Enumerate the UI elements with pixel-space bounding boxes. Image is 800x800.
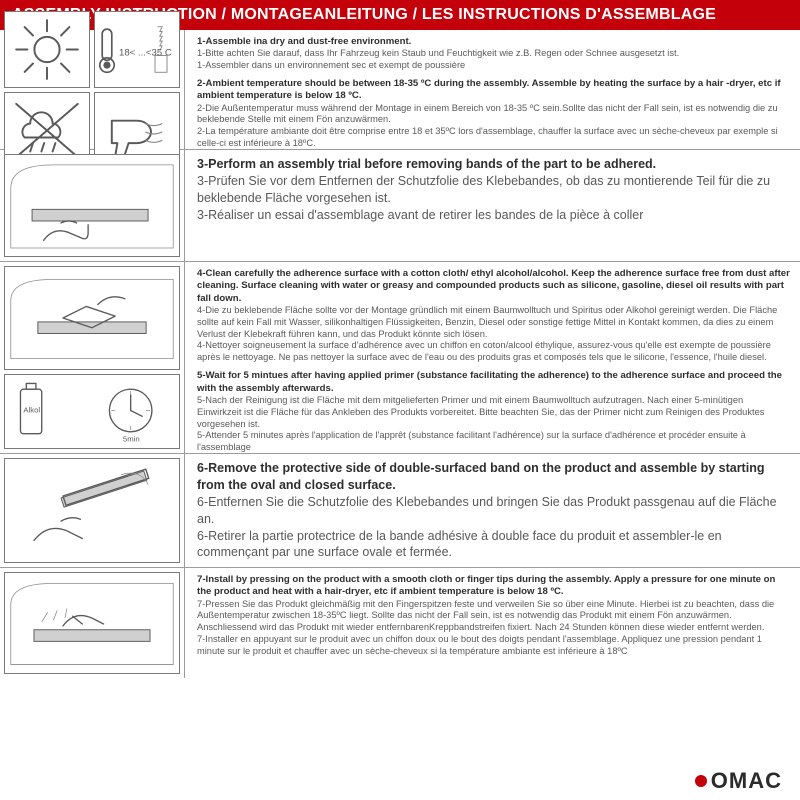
row-4: 6-Remove the protective side of double-s… bbox=[0, 454, 800, 568]
row-3-illus: Alkol 5min bbox=[0, 262, 185, 453]
s5-de: 5-Nach der Reinigung ist die Fläche mit … bbox=[197, 395, 790, 431]
s4-fr: 4-Nettoyer soigneusement la surface d'ad… bbox=[197, 340, 790, 364]
s3-lead: 3-Perform an assembly trial before remov… bbox=[197, 157, 656, 171]
footer: OMAC bbox=[0, 764, 800, 800]
trial-fit-icon bbox=[4, 154, 180, 257]
s6-de: 6-Entfernen Sie die Schutzfolie des Kleb… bbox=[197, 494, 790, 528]
logo-dot-icon bbox=[695, 775, 707, 787]
row-4-illus bbox=[0, 454, 185, 567]
row-1: 18< ...<35 C 1-Assemble ina dry and dust… bbox=[0, 30, 800, 150]
row-1-illus: 18< ...<35 C bbox=[0, 30, 185, 149]
brand-logo: OMAC bbox=[697, 768, 782, 794]
step-1: 1-Assemble ina dry and dust-free environ… bbox=[197, 36, 790, 72]
content-rows: 18< ...<35 C 1-Assemble ina dry and dust… bbox=[0, 30, 800, 764]
s4-de: 4-Die zu beklebende Fläche sollte vor de… bbox=[197, 305, 790, 341]
row-5-illus bbox=[0, 568, 185, 678]
s7-de: 7-Pressen Sie das Produkt gleichmäßig mi… bbox=[197, 599, 790, 635]
clean-surface-icon bbox=[4, 266, 180, 370]
row-2-text: 3-Perform an assembly trial before remov… bbox=[185, 150, 800, 261]
s6-lead: 6-Remove the protective side of double-s… bbox=[197, 461, 764, 492]
row-5-text: 7-Install by pressing on the product wit… bbox=[185, 568, 800, 678]
s1-de: 1-Bitte achten Sie darauf, dass Ihr Fahr… bbox=[197, 48, 790, 60]
row-3: Alkol 5min 4-Clean carefully the adheren… bbox=[0, 262, 800, 454]
s3-de: 3-Prüfen Sie vor dem Entfernen der Schut… bbox=[197, 173, 790, 207]
s1-fr: 1-Assembler dans un environnement sec et… bbox=[197, 60, 790, 72]
alcohol-label: Alkol bbox=[23, 406, 40, 415]
s6-fr: 6-Retirer la partie protectrice de la ba… bbox=[197, 528, 790, 562]
timer-label: 5min bbox=[123, 435, 140, 444]
s2-de: 2-Die Außentemperatur muss während der M… bbox=[197, 103, 790, 127]
row-1-text: 1-Assemble ina dry and dust-free environ… bbox=[185, 30, 800, 149]
row-3-text: 4-Clean carefully the adherence surface … bbox=[185, 262, 800, 453]
temp-label: 18< ...<35 C bbox=[119, 47, 172, 58]
thermometer-icon: 18< ...<35 C bbox=[94, 11, 180, 88]
step-4: 4-Clean carefully the adherence surface … bbox=[197, 268, 790, 364]
row-2-illus bbox=[0, 150, 185, 261]
row-5: 7-Install by pressing on the product wit… bbox=[0, 568, 800, 678]
sun-icon bbox=[4, 11, 90, 88]
page: ASSEMBLY INSTRUCTION / MONTAGEANLEITUNG … bbox=[0, 0, 800, 800]
step-2: 2-Ambient temperature should be between … bbox=[197, 78, 790, 150]
s4-lead: 4-Clean carefully the adherence surface … bbox=[197, 268, 790, 304]
s7-fr: 7-Installer en appuyant sur le produit a… bbox=[197, 634, 790, 658]
s5-lead: 5-Wait for 5 mintues after having applie… bbox=[197, 370, 782, 393]
step-3: 3-Perform an assembly trial before remov… bbox=[197, 156, 790, 224]
s5-fr: 5-Attender 5 minutes après l'application… bbox=[197, 430, 790, 454]
step-6: 6-Remove the protective side of double-s… bbox=[197, 460, 790, 561]
row-4-text: 6-Remove the protective side of double-s… bbox=[185, 454, 800, 567]
alcohol-timer-icon: Alkol 5min bbox=[4, 374, 180, 449]
s7-lead: 7-Install by pressing on the product wit… bbox=[197, 574, 775, 597]
s2-lead: 2-Ambient temperature should be between … bbox=[197, 78, 781, 101]
step-5: 5-Wait for 5 mintues after having applie… bbox=[197, 370, 790, 454]
s1-lead: 1-Assemble ina dry and dust-free environ… bbox=[197, 36, 411, 47]
press-install-icon bbox=[4, 572, 180, 674]
step-7: 7-Install by pressing on the product wit… bbox=[197, 574, 790, 658]
s2-fr: 2-La température ambiante doit être comp… bbox=[197, 126, 790, 150]
s3-fr: 3-Réaliser un essai d'assemblage avant d… bbox=[197, 207, 790, 224]
row-2: 3-Perform an assembly trial before remov… bbox=[0, 150, 800, 262]
brand-text: OMAC bbox=[711, 768, 782, 794]
peel-tape-icon bbox=[4, 458, 180, 563]
